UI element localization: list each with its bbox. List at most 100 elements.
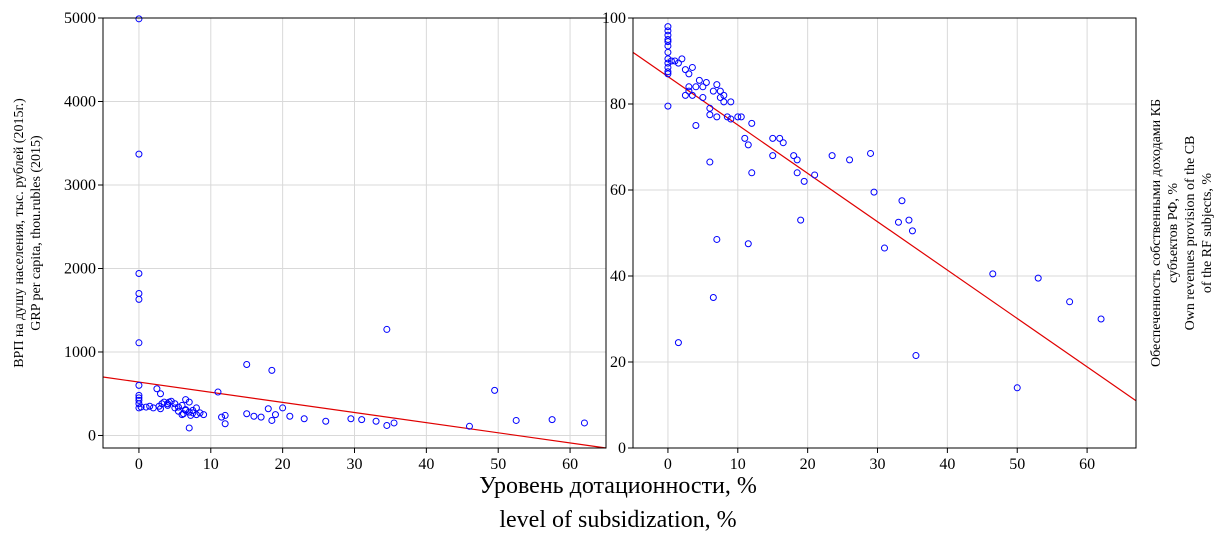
right-data-point xyxy=(706,111,714,119)
right-data-point xyxy=(688,63,696,71)
left-data-point xyxy=(185,424,193,432)
left-data-point xyxy=(512,416,520,424)
right-data-point xyxy=(664,70,672,78)
left-ytick-label-5: 5000 xyxy=(64,10,96,27)
left-data-point xyxy=(214,388,222,396)
right-data-point xyxy=(1013,384,1021,392)
left-data-point xyxy=(347,415,355,423)
left-ylabel-line2: GRP per capita, thou.rubles (2015) xyxy=(29,135,44,331)
right-data-point xyxy=(779,139,787,147)
left-data-point xyxy=(250,412,258,420)
right-data-point xyxy=(688,91,696,99)
right-data-point xyxy=(908,227,916,235)
left-data-point xyxy=(257,413,265,421)
right-data-point xyxy=(734,113,742,121)
left-data-point xyxy=(358,416,366,424)
right-data-point xyxy=(685,83,693,91)
right-data-point xyxy=(744,240,752,248)
left-data-point xyxy=(279,404,287,412)
left-data-point xyxy=(174,403,182,411)
right-data-point xyxy=(898,197,906,205)
left-fit-line-group xyxy=(102,376,607,449)
left-data-point xyxy=(218,413,226,421)
right-plot-frame xyxy=(632,17,1137,449)
left-data-point xyxy=(221,420,229,428)
right-data-point xyxy=(702,79,710,86)
left-data-point xyxy=(548,416,556,424)
left-data-point xyxy=(200,411,208,419)
right-data-point xyxy=(881,244,888,252)
left-data-point xyxy=(182,406,190,414)
left-data-point xyxy=(264,405,272,413)
left-data-point xyxy=(322,417,330,425)
left-data-point xyxy=(135,15,143,23)
right-ytick-label-3: 60 xyxy=(610,182,626,199)
left-xtick-label-3: 30 xyxy=(347,456,363,473)
right-ytick-label-2: 40 xyxy=(610,268,626,285)
left-ytick-label-2: 2000 xyxy=(64,260,96,277)
left-ytick-label-0: 0 xyxy=(88,427,96,444)
right-data-point xyxy=(744,141,752,149)
right-data-point xyxy=(793,169,801,177)
right-data-point xyxy=(828,152,836,160)
right-data-point xyxy=(695,76,703,84)
right-y-axis-label: Обеспеченность собственными доходами КБ … xyxy=(1149,99,1215,367)
right-xtick-label-1: 10 xyxy=(730,456,746,473)
right-data-point xyxy=(713,81,721,89)
right-data-point xyxy=(674,339,682,347)
left-data-point xyxy=(178,401,186,409)
left-data-point xyxy=(390,419,398,427)
right-data-point xyxy=(706,158,714,166)
left-data-point xyxy=(165,398,173,406)
right-data-point xyxy=(664,102,672,110)
left-points-group xyxy=(135,15,588,432)
right-data-point xyxy=(664,23,672,31)
right-xtick-label-3: 30 xyxy=(870,456,886,473)
right-data-point xyxy=(681,66,689,74)
left-data-point xyxy=(156,390,164,398)
left-data-point xyxy=(142,403,150,411)
right-data-point xyxy=(692,122,700,129)
left-data-point xyxy=(135,381,143,389)
left-scatter-panel: 0 10 20 30 40 50 60 0 1000 2000 3000 4000 5000 xyxy=(64,10,607,473)
left-data-point xyxy=(135,396,143,404)
right-data-point xyxy=(713,235,721,243)
left-data-point xyxy=(300,415,308,423)
left-data-point xyxy=(465,422,473,430)
left-data-point xyxy=(146,402,154,410)
right-data-point xyxy=(748,169,756,177)
left-data-point xyxy=(372,417,380,425)
left-plot-frame xyxy=(102,17,607,449)
right-data-point xyxy=(709,87,717,95)
right-xtick-label-0: 0 xyxy=(664,456,672,473)
right-data-point xyxy=(846,156,854,164)
right-ytick-label-5: 100 xyxy=(602,10,626,27)
right-data-point xyxy=(737,113,745,121)
right-data-point xyxy=(685,70,693,78)
left-xtick-label-0: 0 xyxy=(135,456,143,473)
left-data-point xyxy=(149,404,157,412)
right-scatter-panel: 0 10 20 30 40 50 60 0 20 40 60 80 100 xyxy=(602,10,1137,473)
right-data-point xyxy=(989,270,997,278)
left-data-point xyxy=(268,416,276,424)
right-data-point xyxy=(1066,298,1074,306)
left-data-point xyxy=(179,410,187,418)
left-data-point xyxy=(271,411,279,419)
right-data-point xyxy=(793,156,801,164)
right-data-point xyxy=(664,27,672,35)
right-xtick-label-5: 50 xyxy=(1009,456,1025,473)
left-xtick-label-5: 50 xyxy=(490,456,506,473)
x-axis-label-line1: Уровень дотационности, % xyxy=(479,473,757,499)
left-data-point xyxy=(491,386,499,394)
left-data-point xyxy=(243,410,251,418)
right-data-point xyxy=(790,152,798,160)
right-data-point xyxy=(727,115,735,123)
left-data-point xyxy=(383,325,391,333)
left-data-point xyxy=(192,404,200,412)
right-data-point xyxy=(720,98,728,106)
right-ticks-group: 0 10 20 30 40 50 60 0 20 40 60 80 100 xyxy=(602,10,1095,473)
left-ylabel-line1: ВРП на душу населения, тыс. рублей (2015… xyxy=(12,98,27,368)
right-data-point xyxy=(867,149,875,157)
left-data-point xyxy=(178,411,186,419)
